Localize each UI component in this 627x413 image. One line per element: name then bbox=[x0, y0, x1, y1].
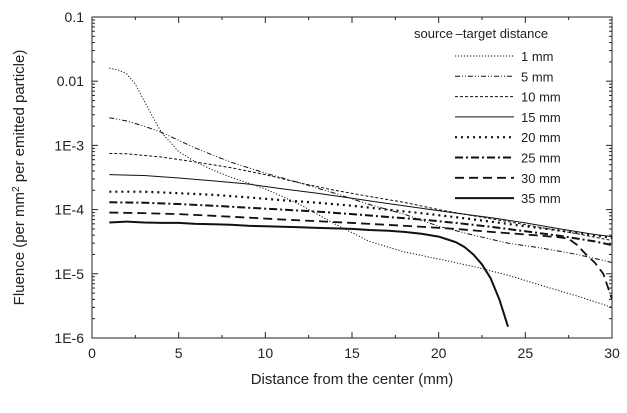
legend-entry-3: 10 mm bbox=[521, 90, 561, 105]
y-axis-label-rest: per emitted particle) bbox=[11, 50, 28, 187]
legend-entry-5: 20 mm bbox=[521, 130, 561, 145]
y-tick-label: 0.1 bbox=[65, 9, 85, 25]
y-axis-label-superscript: 2 bbox=[11, 186, 22, 192]
x-tick-label: 15 bbox=[344, 345, 360, 361]
y-axis-label-main: Fluence (per mm bbox=[11, 192, 28, 305]
y-tick-label: 1E-4 bbox=[54, 202, 84, 218]
x-axis-label: Distance from the center (mm) bbox=[251, 371, 454, 388]
series-line-7 bbox=[109, 211, 612, 300]
y-axis-label: Fluence (per mm2 per emitted particle) bbox=[11, 50, 29, 306]
x-tick-label: 25 bbox=[518, 345, 534, 361]
legend-entry-7: 30 mm bbox=[521, 171, 561, 186]
y-tick-label: 1E-3 bbox=[54, 137, 84, 153]
x-tick-label: 10 bbox=[258, 345, 274, 361]
series-line-6 bbox=[109, 201, 612, 247]
series-line-3 bbox=[109, 152, 612, 242]
legend: source –target distance 1 mm 5 mm 10 mm 15 … bbox=[414, 26, 561, 206]
y-tick-label: 0.01 bbox=[57, 73, 84, 89]
x-axis: 0 5 10 15 20 25 30 bbox=[88, 17, 620, 361]
x-tick-label: 30 bbox=[604, 345, 620, 361]
y-tick-label: 1E-5 bbox=[54, 266, 84, 282]
legend-entry-4: 15 mm bbox=[521, 110, 561, 125]
legend-entry-6: 25 mm bbox=[521, 151, 561, 166]
series-line-8 bbox=[109, 220, 509, 327]
legend-entry-1: 1 mm bbox=[521, 49, 554, 64]
series-layer bbox=[109, 67, 612, 327]
series-line-2 bbox=[109, 117, 612, 263]
series-line-4 bbox=[109, 174, 612, 238]
legend-entry-8: 35 mm bbox=[521, 191, 561, 206]
y-tick-label: 1E-6 bbox=[54, 330, 84, 346]
x-tick-label: 5 bbox=[175, 345, 183, 361]
x-tick-label: 20 bbox=[431, 345, 447, 361]
x-tick-label: 0 bbox=[88, 345, 96, 361]
y-axis: 1E-6 1E-5 1E-4 1E-3 0.01 0.1 bbox=[54, 9, 612, 346]
legend-entry-2: 5 mm bbox=[521, 69, 554, 84]
legend-title: source –target distance bbox=[414, 26, 548, 41]
